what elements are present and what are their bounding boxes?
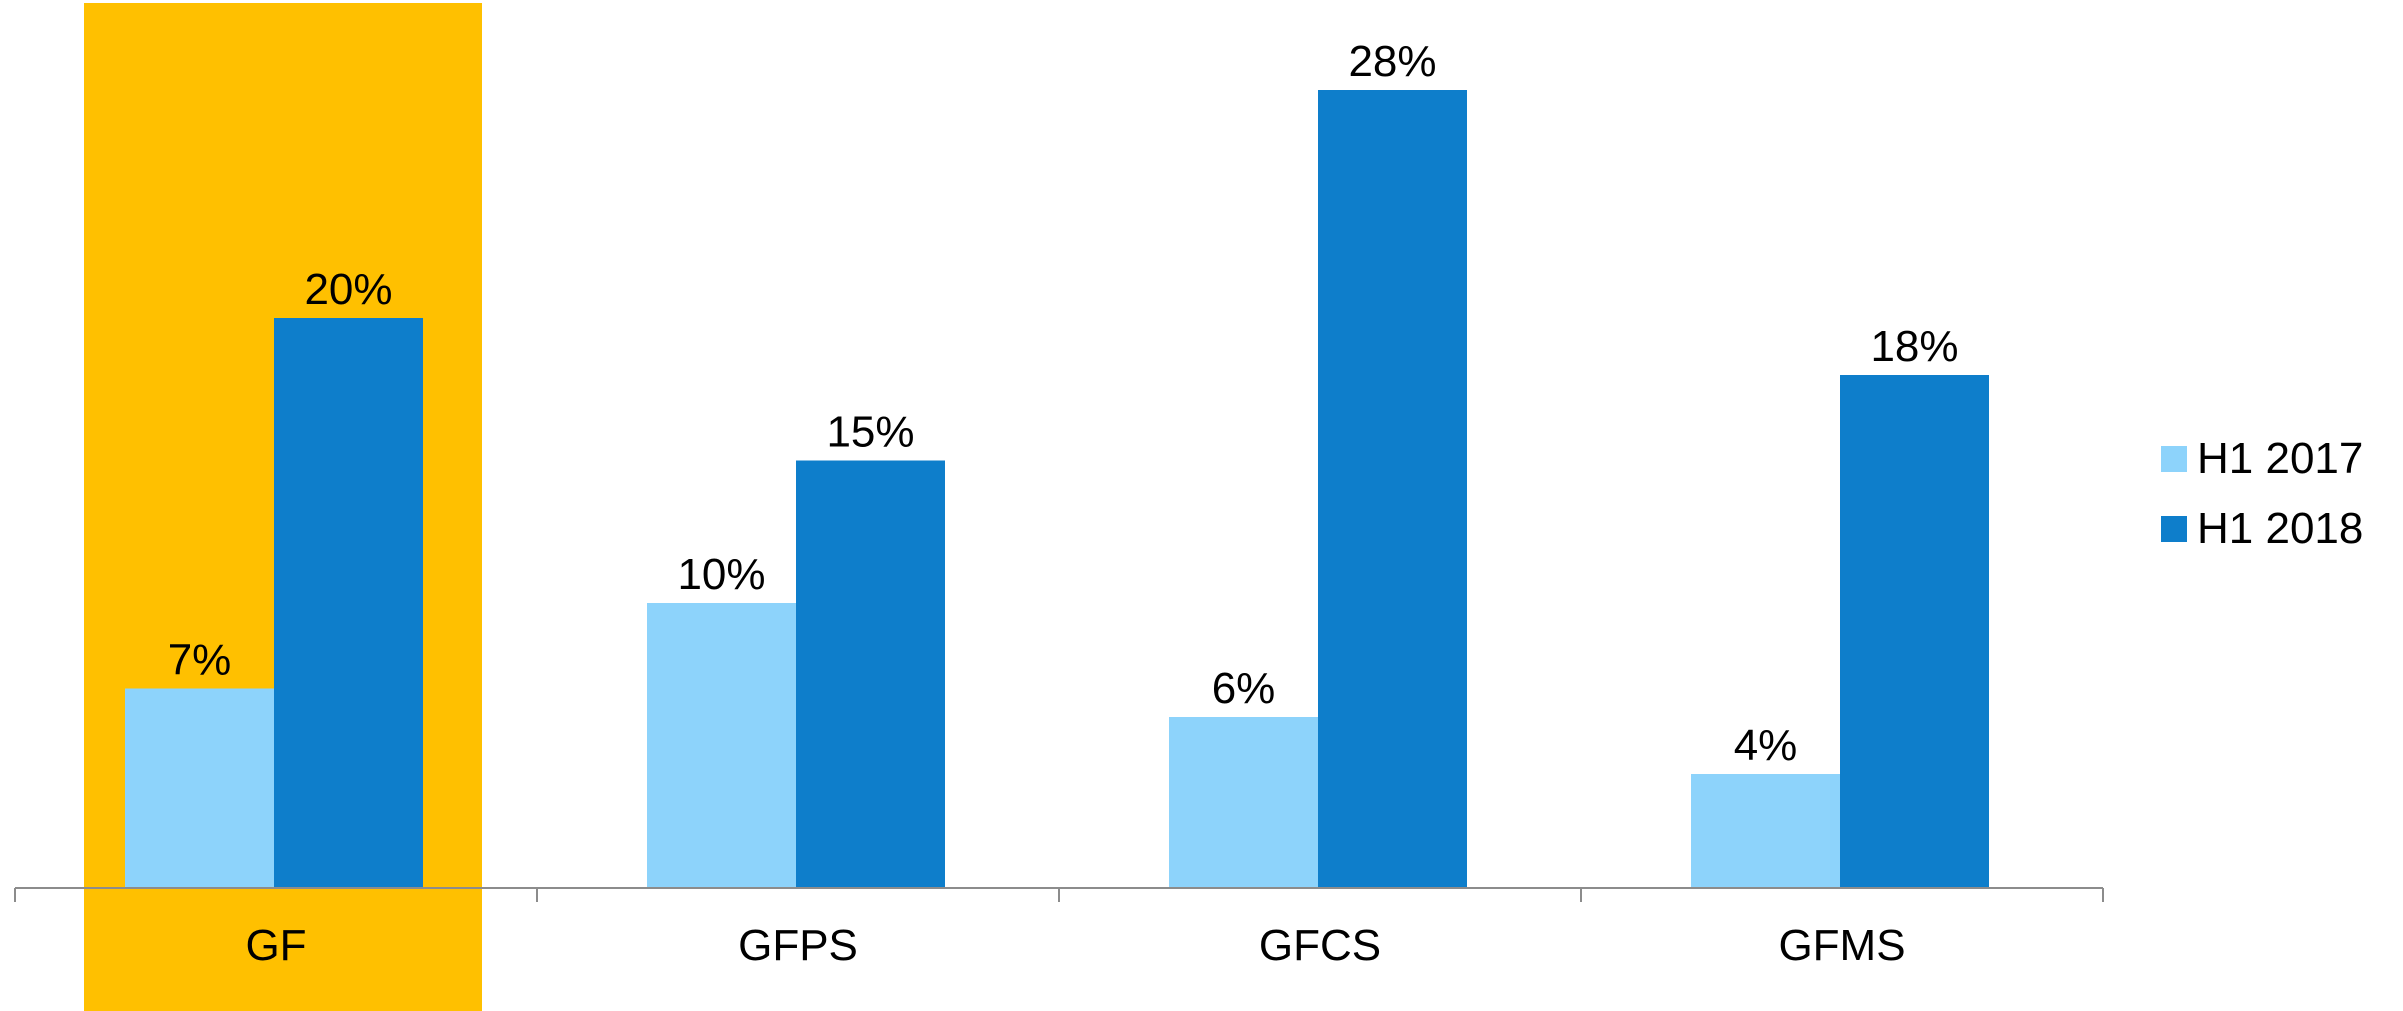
bar-gfps-series-2 <box>796 460 945 888</box>
legend-swatch-series-1 <box>2161 446 2187 472</box>
x-tick-label-gf: GF <box>245 921 306 970</box>
x-tick-label-gfps: GFPS <box>738 921 858 970</box>
data-label-gf-series-1: 7% <box>168 636 232 685</box>
data-label-gfms-series-2: 18% <box>1870 322 1958 371</box>
bar-gf-series-2 <box>274 318 423 888</box>
data-label-gf-series-2: 20% <box>304 265 392 314</box>
data-label-gfps-series-1: 10% <box>677 550 765 599</box>
bar-gfcs-series-2 <box>1318 90 1467 888</box>
legend-label-series-1: H1 2017 <box>2197 434 2363 483</box>
x-tick-label-gfms: GFMS <box>1778 921 1905 970</box>
bar-gfps-series-1 <box>647 603 796 888</box>
bar-gfms-series-1 <box>1691 774 1840 888</box>
bar-gfcs-series-1 <box>1169 717 1318 888</box>
legend-swatch-series-2 <box>2161 516 2187 542</box>
data-label-gfms-series-1: 4% <box>1734 721 1798 770</box>
data-label-gfps-series-2: 15% <box>826 408 914 457</box>
bar-gf-series-1 <box>125 688 274 888</box>
data-label-gfcs-series-1: 6% <box>1212 664 1276 713</box>
bar-gfms-series-2 <box>1840 375 1989 888</box>
legend-label-series-2: H1 2018 <box>2197 504 2363 553</box>
data-label-gfcs-series-2: 28% <box>1348 37 1436 86</box>
x-tick-label-gfcs: GFCS <box>1259 921 1381 970</box>
